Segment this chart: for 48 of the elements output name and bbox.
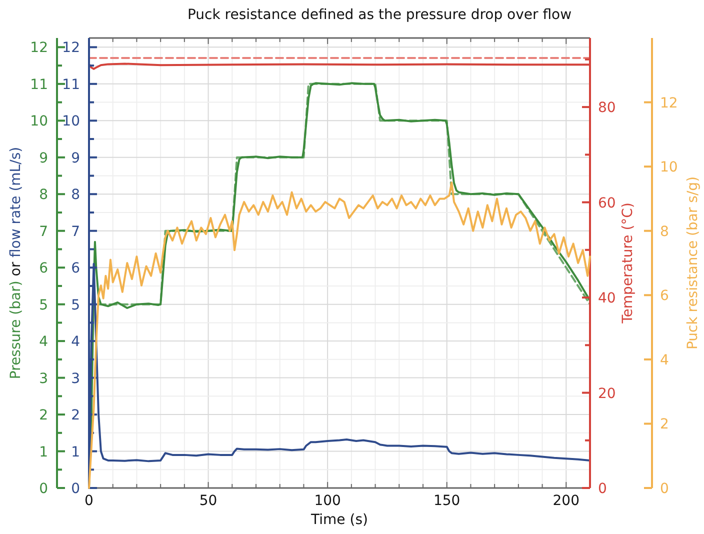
y-tick-label: 9 xyxy=(39,150,48,166)
y2-tick-label: 0 xyxy=(71,481,80,497)
y-tick-label: 12 xyxy=(660,95,678,112)
y2-tick-label: 11 xyxy=(62,76,80,93)
chart-title: Puck resistance defined as the pressure drop over flow xyxy=(187,7,572,23)
y2-tick-label: 9 xyxy=(71,150,80,166)
y-tick-label: 6 xyxy=(660,288,669,304)
y3-tick-label: 0 xyxy=(598,481,607,497)
y2-tick-label: 6 xyxy=(71,260,80,277)
y3-axis-title: Temperature (°C) xyxy=(620,202,636,324)
y-axis-title: Pressure (bar) or flow rate (mL/s) xyxy=(8,146,24,380)
y-tick-label: 3 xyxy=(39,370,48,387)
y-tick-label: 0 xyxy=(39,481,48,497)
y2-tick-label: 5 xyxy=(71,297,80,314)
y2-tick-label: 7 xyxy=(71,224,80,240)
y-tick-label: 4 xyxy=(39,334,48,350)
y2-tick-label: 10 xyxy=(62,114,80,130)
y-tick-label: 7 xyxy=(39,224,48,240)
y-tick-label: 8 xyxy=(660,224,669,240)
y-tick-label: 1 xyxy=(39,444,48,460)
y3-tick-label: 60 xyxy=(598,195,616,212)
y-tick-label: 2 xyxy=(39,408,48,424)
x-tick-label: 0 xyxy=(84,493,94,509)
y3-tick-label: 40 xyxy=(598,290,616,307)
x-tick-label: 150 xyxy=(433,493,460,509)
y-tick-label: 12 xyxy=(30,40,48,56)
y2-tick-label: 1 xyxy=(71,444,80,460)
y2-tick-label: 4 xyxy=(71,334,80,350)
y2-tick-label: 3 xyxy=(71,370,80,387)
x-tick-label: 200 xyxy=(552,493,580,509)
y-tick-label: 4 xyxy=(660,352,669,368)
y3-tick-label: 80 xyxy=(598,100,616,116)
y-tick-label: 10 xyxy=(30,114,48,130)
y-tick-label: 10 xyxy=(660,160,678,176)
y2-tick-label: 12 xyxy=(62,40,80,56)
y-tick-label: 8 xyxy=(39,187,48,204)
y-tick-label: 11 xyxy=(30,76,48,93)
y2-tick-label: 8 xyxy=(71,187,80,204)
x-axis-title: Time (s) xyxy=(310,512,368,528)
y-tick-label: 0 xyxy=(660,481,669,497)
y-tick-label: 2 xyxy=(660,416,669,433)
y-tick-label: 5 xyxy=(39,297,48,314)
x-tick-label: 100 xyxy=(314,493,341,509)
x-tick-label: 50 xyxy=(199,493,218,509)
y2-tick-label: 2 xyxy=(71,408,80,424)
y3-tick-label: 20 xyxy=(598,386,616,402)
y-tick-label: 6 xyxy=(39,260,48,277)
y-axis-title: Puck resistance (bar s/g) xyxy=(685,176,701,350)
